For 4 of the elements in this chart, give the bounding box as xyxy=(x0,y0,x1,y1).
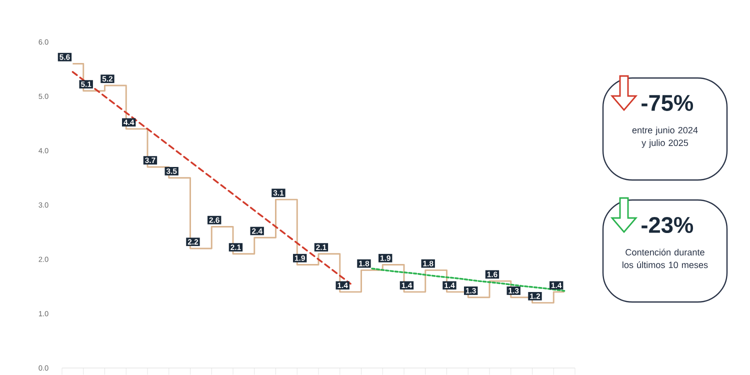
text: Contención durante los últimos 10 meses xyxy=(622,248,708,268)
text: entre junio 2024 y julio 2025 xyxy=(632,126,698,148)
text: -75% xyxy=(642,95,694,111)
text: -23% xyxy=(642,216,694,234)
